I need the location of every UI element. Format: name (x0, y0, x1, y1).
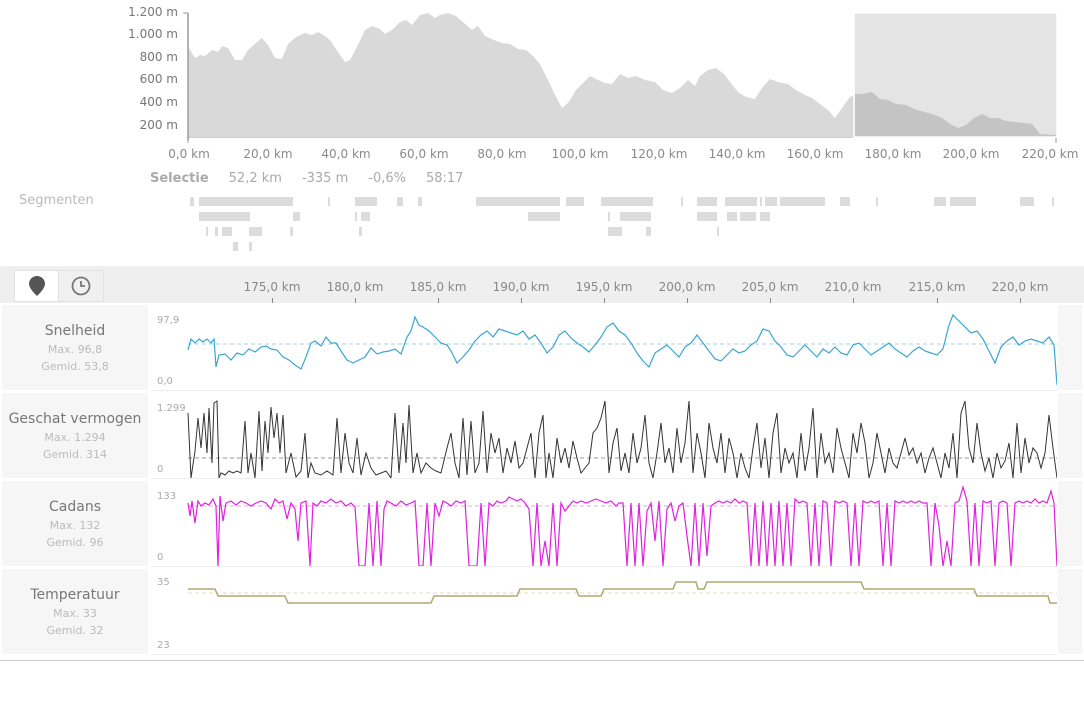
x-tick: 120,0 km (630, 147, 688, 161)
selection-summary: Selectie 52,2 km -335 m -0,6% 58:17 (150, 171, 463, 186)
metric-max: Max. 33 (53, 607, 97, 620)
x-tick: 195,0 km (575, 280, 633, 294)
metric-max: Max. 1.294 (44, 431, 106, 444)
y-tick: 1.200 m (128, 5, 178, 19)
map-pin-icon (29, 276, 45, 296)
metric-name: Geschat vermogen (8, 411, 142, 427)
metric-row-power: Geschat vermogen Max. 1.294 Gemid. 314 1… (0, 393, 1084, 480)
metric-label: Geschat vermogen Max. 1.294 Gemid. 314 (2, 393, 148, 478)
selection-distance: 52,2 km (228, 171, 282, 186)
clock-icon (71, 276, 91, 296)
power-plot[interactable]: 1.299 0 (151, 393, 1057, 479)
x-tick: 140,0 km (708, 147, 766, 161)
x-tick: 215,0 km (908, 280, 966, 294)
temperature-plot[interactable]: 35 23 (151, 569, 1057, 655)
metric-row-cadence: Cadans Max. 132 Gemid. 96 133 0 (0, 481, 1084, 568)
x-tick: 100,0 km (551, 147, 609, 161)
row-side (1058, 305, 1082, 390)
metric-name: Cadans (49, 499, 101, 515)
y-tick: 600 m (139, 72, 178, 86)
segments-track[interactable] (0, 195, 1084, 255)
metric-avg: Gemid. 53,8 (41, 360, 109, 373)
x-tick: 60,0 km (399, 147, 449, 161)
metric-avg: Gemid. 96 (46, 536, 104, 549)
x-tick: 0,0 km (168, 147, 210, 161)
metric-label: Temperatuur Max. 33 Gemid. 32 (2, 569, 148, 654)
row-side (1058, 569, 1082, 654)
speed-plot[interactable]: 97,9 0,0 (151, 305, 1057, 391)
y-max: 1.299 (157, 403, 186, 414)
y-min: 0 (157, 552, 164, 563)
time-mode-button[interactable] (58, 270, 104, 302)
selection-time: 58:17 (425, 171, 464, 186)
y-tick: 1.000 m (128, 27, 178, 41)
x-tick: 220,0 km (991, 280, 1049, 294)
metric-max: Max. 132 (49, 519, 101, 532)
x-tick: 175,0 km (243, 280, 301, 294)
distance-mode-button[interactable] (14, 270, 60, 302)
x-tick: 210,0 km (824, 280, 882, 294)
elevation-area (183, 12, 1058, 143)
metric-max: Max. 96,8 (47, 343, 103, 356)
selection-label: Selectie (150, 171, 209, 186)
elevation-chart[interactable]: 1.200 m 1.000 m 800 m 600 m 400 m 200 m … (0, 0, 1084, 165)
x-tick: 190,0 km (492, 280, 550, 294)
y-max: 35 (157, 577, 170, 588)
metric-row-temperature: Temperatuur Max. 33 Gemid. 32 35 23 (0, 569, 1084, 656)
x-tick: 200,0 km (942, 147, 1000, 161)
y-tick: 400 m (139, 95, 178, 109)
y-min: 23 (157, 640, 170, 651)
y-tick: 800 m (139, 50, 178, 64)
x-tick: 200,0 km (658, 280, 716, 294)
y-max: 97,9 (157, 315, 180, 326)
metric-label: Snelheid Max. 96,8 Gemid. 53,8 (2, 305, 148, 390)
selection-grade: -0,6% (368, 171, 406, 186)
row-side (1058, 393, 1082, 478)
metric-avg: Gemid. 32 (46, 624, 104, 637)
x-tick: 80,0 km (477, 147, 527, 161)
segments-label: Segmenten (19, 193, 94, 208)
y-max: 133 (157, 491, 177, 502)
cadence-plot[interactable]: 133 0 (151, 481, 1057, 567)
chart-toolbar: 175,0 km 180,0 km 185,0 km 190,0 km 195,… (0, 266, 1084, 303)
metric-name: Temperatuur (30, 587, 120, 603)
metric-avg: Gemid. 314 (42, 448, 108, 461)
y-min: 0 (157, 464, 164, 475)
selection-elevation: -335 m (301, 171, 349, 186)
x-tick: 40,0 km (321, 147, 371, 161)
x-tick: 185,0 km (409, 280, 467, 294)
metric-row-speed: Snelheid Max. 96,8 Gemid. 53,8 97,9 0,0 (0, 305, 1084, 392)
x-tick: 180,0 km (326, 280, 384, 294)
x-tick: 20,0 km (243, 147, 293, 161)
x-tick: 180,0 km (864, 147, 922, 161)
metric-name: Snelheid (44, 323, 106, 339)
divider (0, 660, 1084, 661)
y-tick: 200 m (139, 118, 178, 132)
row-side (1058, 481, 1082, 566)
x-tick: 220,0 km (1021, 147, 1079, 161)
x-tick: 160,0 km (786, 147, 844, 161)
x-tick: 205,0 km (741, 280, 799, 294)
y-min: 0,0 (157, 376, 173, 387)
metric-label: Cadans Max. 132 Gemid. 96 (2, 481, 148, 566)
